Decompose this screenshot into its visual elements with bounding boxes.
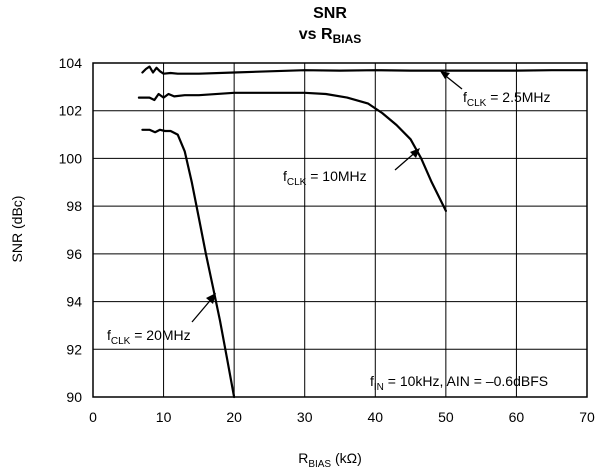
- arrowhead-10mhz: [410, 148, 420, 158]
- series-line-10mhz: [137, 91, 447, 212]
- series-label-2p5mhz: fCLK = 2.5MHz: [463, 89, 551, 109]
- y-tick-label-96: 96: [66, 246, 82, 262]
- series-label-20mhz-rest: = 20MHz: [130, 327, 190, 343]
- conditions-rest: = 10kHz, AIN = –0.6dBFS: [384, 373, 548, 389]
- conditions-main: f: [370, 373, 374, 389]
- y-tick-label-98: 98: [66, 198, 82, 214]
- series-label-10mhz-sub: CLK: [287, 177, 307, 188]
- series-label-2p5mhz-sub: CLK: [467, 98, 487, 109]
- x-axis-label-sub: BIAS: [308, 459, 331, 470]
- y-tick-label-100: 100: [59, 150, 83, 166]
- arrowhead-20mhz: [206, 293, 216, 304]
- x-tick-label-40: 40: [367, 409, 383, 425]
- x-tick-label-70: 70: [579, 409, 595, 425]
- x-axis-label-unit: (kΩ): [331, 450, 362, 466]
- chart-title-line2: vs RBIAS: [299, 26, 361, 46]
- conditions-annotation: fIN = 10kHz, AIN = –0.6dBFS: [370, 373, 548, 393]
- series-label-10mhz-rest: = 10MHz: [306, 168, 366, 184]
- y-tick-labels: 90 92 94 96 98 100 102 104: [59, 55, 83, 405]
- y-tick-label-90: 90: [66, 389, 82, 405]
- y-tick-label-92: 92: [66, 341, 82, 357]
- y-tick-label-102: 102: [59, 103, 83, 119]
- series-lines: [137, 65, 589, 399]
- chart-title-line2-main: vs R: [299, 26, 333, 43]
- x-tick-label-0: 0: [89, 409, 97, 425]
- series-label-20mhz-main: f: [107, 327, 111, 343]
- x-axis-label: RBIAS (kΩ): [298, 450, 362, 470]
- series-label-10mhz: fCLK = 10MHz: [283, 168, 367, 188]
- y-tick-label-104: 104: [59, 55, 83, 71]
- x-tick-label-10: 10: [156, 409, 172, 425]
- series-line-20mhz: [141, 128, 236, 399]
- conditions-sub: IN: [374, 382, 384, 393]
- y-tick-label-94: 94: [66, 294, 82, 310]
- series-line-2p5mhz: [141, 65, 589, 75]
- series-label-2p5mhz-rest: = 2.5MHz: [486, 89, 550, 105]
- series-label-20mhz: fCLK = 20MHz: [107, 327, 191, 347]
- x-tick-labels: 0 10 20 30 40 50 60 70: [89, 409, 595, 425]
- plot-frame: [92, 62, 588, 398]
- x-tick-label-50: 50: [438, 409, 454, 425]
- grid: [93, 63, 587, 397]
- x-axis-label-main: R: [298, 450, 308, 466]
- y-axis-label: SNR (dBc): [9, 196, 25, 263]
- arrowhead-2p5mhz: [440, 71, 450, 79]
- x-tick-label-60: 60: [509, 409, 525, 425]
- series-label-2p5mhz-main: f: [463, 89, 467, 105]
- series-label-10mhz-main: f: [283, 168, 287, 184]
- chart-title-line1: SNR: [313, 5, 347, 22]
- x-tick-label-30: 30: [297, 409, 313, 425]
- chart-title-line2-sub: BIAS: [333, 32, 362, 46]
- series-label-20mhz-sub: CLK: [111, 336, 131, 347]
- x-tick-label-20: 20: [226, 409, 242, 425]
